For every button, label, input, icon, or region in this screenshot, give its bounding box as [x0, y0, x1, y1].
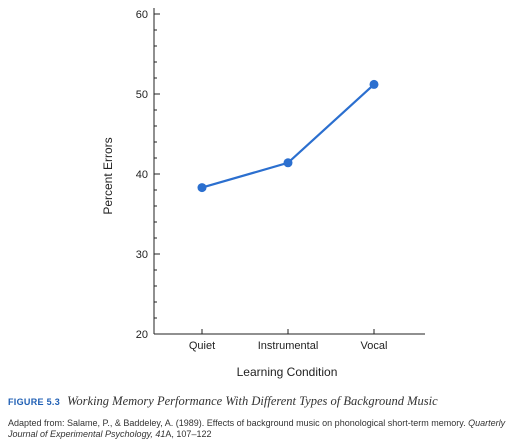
data-point [369, 79, 379, 89]
figure-number: FIGURE 5.3 [8, 397, 61, 407]
y-tick-label: 60 [136, 9, 148, 21]
data-point [197, 183, 207, 193]
series-line [201, 83, 375, 189]
source-citation: Adapted from: Salame, P., & Baddeley, A.… [8, 418, 518, 440]
source-journal: Quarterly Journal of Experimental Psycho… [8, 418, 506, 439]
series-layer [197, 79, 379, 193]
y-tick-label: 40 [136, 169, 148, 181]
x-axis-title: Learning Condition [237, 365, 338, 379]
data-point [283, 158, 293, 168]
x-tick-label: Instrumental [258, 340, 319, 352]
y-tick-label: 30 [136, 249, 148, 261]
figure-caption: FIGURE 5.3 Working Memory Performance Wi… [8, 394, 513, 409]
y-tick-label: 50 [136, 89, 148, 101]
figure-title: Working Memory Performance With Differen… [67, 394, 438, 408]
x-tick-label: Vocal [361, 340, 388, 352]
y-tick-label: 20 [136, 329, 148, 341]
y-axis-title: Percent Errors [101, 137, 115, 214]
x-tick-label: Quiet [189, 340, 215, 352]
line-chart: 20 30 40 50 60 Quiet Instrumental Vocal Learni… [101, 8, 425, 379]
source-suffix: A, 107–122 [165, 429, 212, 439]
y-axis: 20 30 40 50 60 [136, 8, 160, 341]
x-axis: Quiet Instrumental Vocal [154, 329, 425, 352]
source-prefix: Adapted from: Salame, P., & Baddeley, A.… [8, 418, 469, 428]
